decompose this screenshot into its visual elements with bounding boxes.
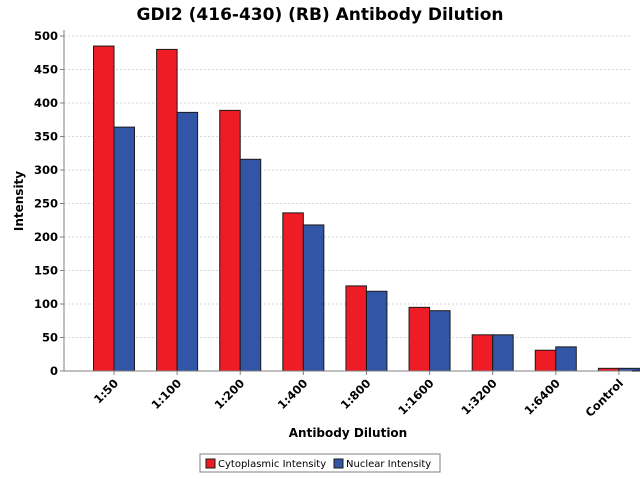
x-tick-label: 1:100 (148, 376, 184, 412)
legend-label: Cytoplasmic Intensity (218, 459, 326, 470)
x-tick-label: 1:6400 (521, 376, 562, 417)
x-tick-label: Control (582, 376, 626, 420)
bar-nuclear-7 (555, 346, 577, 372)
bar-cytoplasmic-2 (219, 109, 241, 372)
legend-swatch (333, 458, 344, 469)
y-tick-label: 250 (34, 197, 58, 211)
legend: Cytoplasmic Intensity Nuclear Intensity (199, 453, 441, 473)
y-tick-label: 450 (34, 63, 58, 77)
legend-box (199, 453, 441, 473)
bar-cytoplasmic-7 (534, 349, 557, 372)
axes (63, 30, 632, 372)
bar-cytoplasmic-6 (471, 334, 494, 372)
bar-nuclear-0 (113, 126, 135, 372)
y-tick-label: 0 (50, 364, 58, 378)
bar-cytoplasmic-4 (345, 285, 367, 372)
y-tick-label: 150 (34, 264, 58, 278)
bar-nuclear-6 (492, 334, 514, 372)
bar-nuclear-2 (239, 158, 262, 372)
y-tick-label: 300 (34, 163, 58, 177)
gridlines (64, 35, 632, 338)
legend-swatch (205, 458, 216, 469)
x-tick-label: 1:800 (338, 376, 374, 412)
bar-nuclear-5 (429, 310, 451, 372)
x-tick-label: 1:3200 (458, 376, 499, 417)
bar-cytoplasmic-5 (408, 306, 431, 372)
x-tick-label: 1:1600 (395, 376, 436, 417)
y-tick-label: 100 (34, 297, 58, 311)
x-tick-label: 1:50 (91, 376, 121, 406)
x-tick-label: 1:200 (212, 376, 248, 412)
bars (93, 45, 640, 372)
chart-title: GDI2 (416-430) (RB) Antibody Dilution (137, 5, 504, 25)
x-axis-ticks: 1:50 1:100 1:200 1:400 1:800 1:1600 1:3200 1:64… (91, 371, 626, 420)
y-tick-label: 400 (34, 96, 58, 110)
y-axis-label: Intensity (12, 171, 26, 231)
y-tick-label: 500 (34, 29, 58, 43)
x-axis-label: Antibody Dilution (289, 426, 407, 440)
y-axis-ticks: 0 50 100 150 200 250 300 350 400 450 500 (34, 29, 64, 378)
bar-nuclear-3 (302, 224, 325, 372)
y-tick-label: 200 (34, 230, 58, 244)
legend-label: Nuclear Intensity (346, 459, 431, 470)
bar-cytoplasmic-1 (156, 48, 178, 372)
bar-cytoplasmic-3 (282, 212, 304, 372)
y-tick-label: 50 (42, 331, 58, 345)
x-tick-label: 1:400 (275, 376, 311, 412)
bar-nuclear-4 (365, 290, 388, 372)
y-tick-label: 350 (34, 130, 58, 144)
bar-nuclear-1 (176, 111, 199, 372)
bar-cytoplasmic-0 (93, 45, 115, 372)
